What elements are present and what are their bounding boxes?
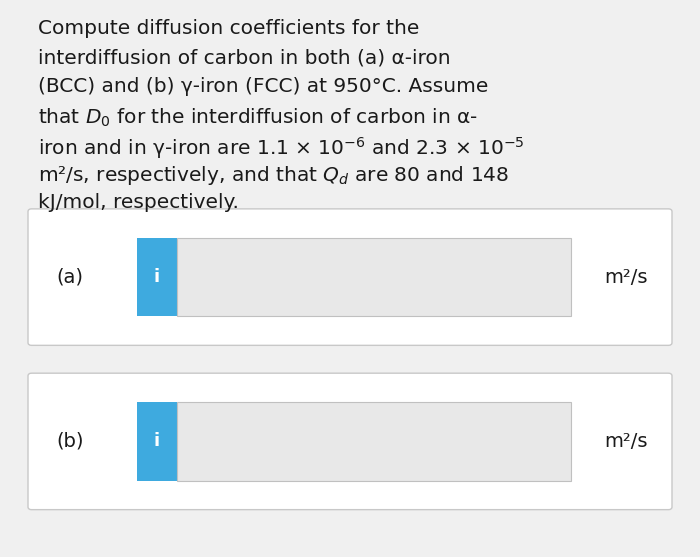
Text: iron and in γ-iron are 1.1 × 10$^{-6}$ and 2.3 × 10$^{-5}$: iron and in γ-iron are 1.1 × 10$^{-6}$ a… [38, 135, 525, 161]
Text: kJ/mol, respectively.: kJ/mol, respectively. [38, 193, 239, 212]
FancyBboxPatch shape [177, 402, 570, 481]
Text: m²/s: m²/s [605, 432, 648, 451]
Text: Compute diffusion coefficients for the: Compute diffusion coefficients for the [38, 19, 420, 38]
FancyBboxPatch shape [136, 402, 177, 481]
Text: i: i [154, 432, 160, 451]
FancyBboxPatch shape [28, 373, 672, 510]
FancyBboxPatch shape [177, 238, 570, 316]
Text: that $D_0$ for the interdiffusion of carbon in α-: that $D_0$ for the interdiffusion of car… [38, 106, 478, 129]
FancyBboxPatch shape [28, 209, 672, 345]
Text: m²/s: m²/s [605, 267, 648, 287]
Text: (b): (b) [56, 432, 83, 451]
Text: (a): (a) [56, 267, 83, 287]
Text: m²/s, respectively, and that $Q_d$ are 80 and 148: m²/s, respectively, and that $Q_d$ are 8… [38, 164, 510, 187]
FancyBboxPatch shape [136, 238, 177, 316]
Text: interdiffusion of carbon in both (a) α-iron: interdiffusion of carbon in both (a) α-i… [38, 48, 451, 67]
Text: (BCC) and (b) γ-iron (FCC) at 950°C. Assume: (BCC) and (b) γ-iron (FCC) at 950°C. Ass… [38, 77, 489, 96]
Text: i: i [154, 268, 160, 286]
